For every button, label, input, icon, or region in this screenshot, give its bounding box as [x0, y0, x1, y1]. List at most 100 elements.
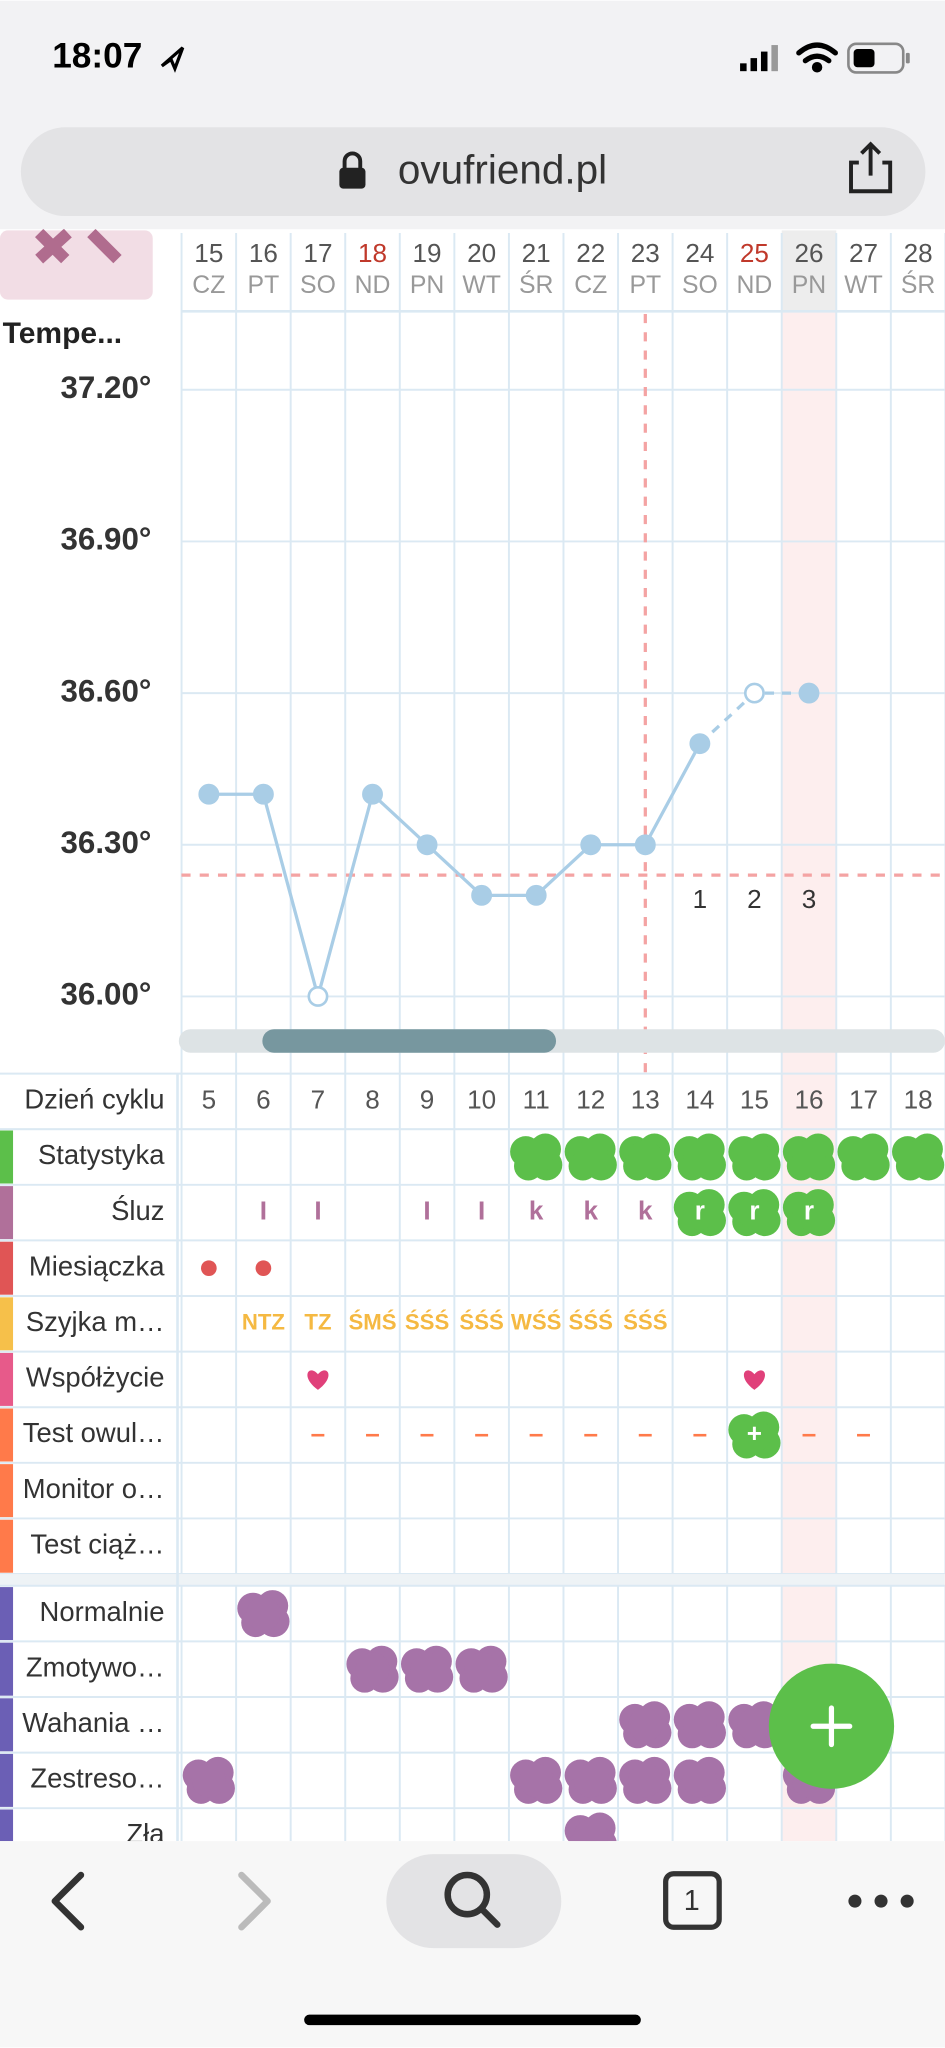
cell-text: + [747, 1418, 762, 1448]
blob-part [792, 1195, 826, 1230]
cycle-day: 13 [631, 1084, 660, 1114]
blob-part [191, 1763, 226, 1798]
cell-text: ŚŚŚ [459, 1310, 503, 1335]
green-mark [564, 1133, 617, 1181]
date-label: 18 [358, 238, 387, 268]
y-tick-label: 36.90° [61, 522, 152, 557]
cell-text: TZ [304, 1310, 331, 1335]
blob-part [792, 1140, 826, 1174]
cell-text: ŚMŚ [348, 1310, 396, 1335]
row-color [0, 1408, 14, 1462]
cycle-day: 6 [256, 1084, 271, 1114]
post-ovulation-day: 2 [747, 884, 762, 914]
green-mark [673, 1189, 726, 1237]
blob-part [846, 1140, 881, 1174]
date-label: 27 [849, 238, 878, 268]
weekday-label: WT [462, 272, 501, 299]
mood-mark [182, 1756, 235, 1804]
row-label: Zmotywo… [26, 1651, 165, 1682]
row-label: Szyjka m… [26, 1306, 165, 1337]
row-color [0, 1642, 14, 1696]
y-tick-label: 36.00° [61, 977, 152, 1012]
url: ovufriend.pl [398, 147, 607, 193]
green-mark [728, 1189, 781, 1237]
lock-icon [339, 151, 366, 189]
row-color [0, 1186, 14, 1240]
row-color [0, 1698, 14, 1752]
search-button[interactable] [386, 1854, 562, 1949]
blob-part [737, 1195, 772, 1230]
cell-text: – [856, 1418, 871, 1448]
row-label: Statystyka [38, 1139, 165, 1170]
cell-text: I [478, 1195, 485, 1225]
row-color [0, 1753, 14, 1807]
row-color [0, 1130, 14, 1184]
data-point [580, 834, 602, 856]
row-color [0, 1352, 14, 1406]
weekday-label: ND [355, 272, 391, 299]
cell-text: k [583, 1195, 598, 1225]
cell-text: – [311, 1418, 326, 1448]
dot-mark [255, 1260, 272, 1277]
blob-part [573, 1140, 608, 1174]
collapse-button[interactable] [0, 230, 153, 300]
blob-part [464, 1652, 499, 1687]
blob-part [355, 1652, 390, 1687]
row-label: Zła [126, 1818, 165, 1849]
data-point [362, 783, 383, 805]
date-label: 16 [249, 238, 278, 268]
cycle-day: 18 [904, 1084, 933, 1114]
mood-mark [564, 1756, 617, 1804]
row-color [0, 1464, 14, 1518]
blob-part [737, 1418, 772, 1452]
blob-part [682, 1140, 717, 1174]
signal-icon [740, 45, 778, 72]
cycle-day: 16 [794, 1084, 823, 1114]
data-point [798, 682, 820, 704]
row-label: Monitor o… [23, 1473, 165, 1504]
data-point [634, 834, 656, 856]
row-color [0, 1241, 14, 1295]
mood-mark [673, 1701, 726, 1749]
tabs-button[interactable] [663, 1871, 722, 1930]
collapse-icon [35, 229, 122, 264]
row-color [0, 1809, 14, 1842]
more-button[interactable] [848, 1894, 914, 1908]
data-point [743, 682, 765, 704]
row-label: Test owul… [23, 1417, 165, 1448]
cell-text: ŚŚŚ [623, 1310, 667, 1335]
dot-mark [201, 1260, 217, 1277]
heart-mark [307, 1370, 329, 1390]
cycle-day: 12 [576, 1084, 605, 1114]
battery-icon [847, 42, 910, 74]
cell-text: r [695, 1195, 705, 1225]
back-button[interactable] [51, 1871, 85, 1931]
clock: 18:07 [52, 36, 142, 75]
weekday-label: PT [248, 272, 280, 299]
blob-part [519, 1763, 554, 1798]
weekday-label: CZ [574, 272, 607, 299]
address-bar[interactable] [20, 127, 926, 217]
data-point [689, 733, 711, 755]
row-color [0, 1587, 14, 1641]
data-point [198, 783, 220, 805]
share-button[interactable] [849, 141, 893, 194]
green-mark [892, 1133, 945, 1181]
chart-y-label: Tempe... [3, 317, 123, 350]
mood-mark [346, 1645, 399, 1693]
row-label: Zestreso… [30, 1763, 164, 1794]
row-color [0, 1297, 14, 1351]
y-tick-label: 36.30° [61, 825, 152, 860]
row-label: Wahania … [22, 1707, 164, 1738]
forward-button[interactable] [238, 1871, 271, 1931]
cell-text: I [260, 1195, 267, 1225]
mood-mark [237, 1590, 290, 1638]
cell-text: – [583, 1418, 598, 1448]
cell-text: k [638, 1195, 653, 1225]
cell-text: – [638, 1418, 653, 1448]
blob-part [410, 1652, 445, 1687]
cycle-day: 9 [420, 1084, 435, 1114]
cell-text: – [474, 1418, 489, 1448]
